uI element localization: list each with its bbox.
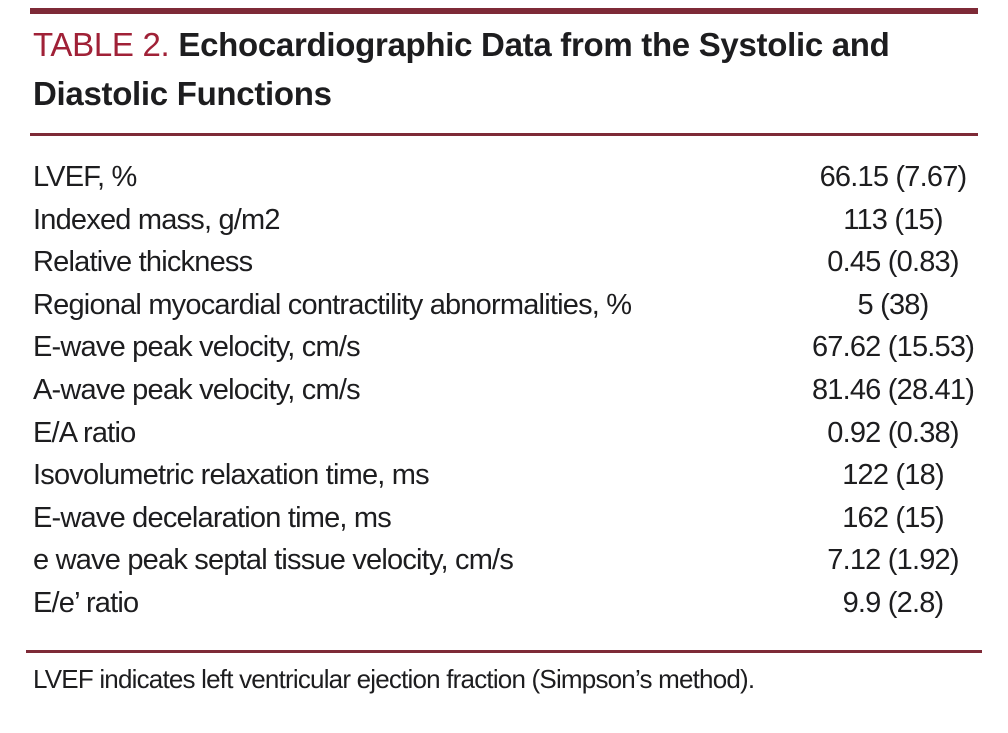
table-row: E-wave decelaration time, ms 162 (15) <box>33 497 975 540</box>
row-value: 122 (18) <box>842 459 944 492</box>
row-label: Relative thickness <box>33 246 253 279</box>
row-value: 7.12 (1.92) <box>827 544 959 577</box>
table-row: A-wave peak velocity, cm/s 81.46 (28.41) <box>33 369 975 412</box>
row-label: e wave peak septal tissue velocity, cm/s <box>33 544 514 577</box>
table-number-label: TABLE 2. <box>33 26 170 63</box>
row-value: 0.92 (0.38) <box>827 416 959 449</box>
row-label: A-wave peak velocity, cm/s <box>33 373 361 406</box>
row-label: Indexed mass, g/m2 <box>33 203 281 236</box>
table-title: TABLE 2. Echocardiographic Data from the … <box>33 20 983 118</box>
row-value: 81.46 (28.41) <box>811 373 975 406</box>
table-row: Isovolumetric relaxation time, ms 122 (18… <box>33 454 975 497</box>
footnote: LVEF indicates left ventricular ejection… <box>33 664 755 694</box>
footer-rule <box>26 650 982 653</box>
row-value: 67.62 (15.53) <box>811 331 975 364</box>
top-rule <box>30 8 978 14</box>
header-rule <box>30 133 978 136</box>
row-value: 66.15 (7.67) <box>819 161 968 193</box>
table-row: E/e’ ratio 9.9 (2.8) <box>33 582 975 625</box>
table-caption: Echocardiographic Data from the Systolic… <box>33 26 890 112</box>
row-value: 0.45 (0.83) <box>827 246 959 279</box>
table-row: E/A ratio 0.92 (0.38) <box>33 412 975 455</box>
row-label: E/e’ ratio <box>33 586 139 619</box>
row-label: Regional myocardial contractility abnorm… <box>33 288 632 321</box>
table-row: Regional myocardial contractility abnorm… <box>33 284 975 327</box>
table-row: Indexed mass, g/m2 113 (15) <box>33 199 975 242</box>
row-label: E-wave decelaration time, ms <box>33 501 392 534</box>
table-row: LVEF, % 66.15 (7.67) <box>33 156 975 199</box>
row-value: 162 (15) <box>842 501 944 534</box>
table-row: E-wave peak velocity, cm/s 67.62 (15.53) <box>33 326 975 369</box>
table-row: Relative thickness 0.45 (0.83) <box>33 241 975 284</box>
row-value: 5 (38) <box>857 288 930 321</box>
table-body: LVEF, % 66.15 (7.67) Indexed mass, g/m2 113… <box>33 156 975 625</box>
row-label: Isovolumetric relaxation time, ms <box>33 459 430 492</box>
row-label: E/A ratio <box>33 416 136 449</box>
row-label: E-wave peak velocity, cm/s <box>33 331 361 364</box>
table-row: e wave peak septal tissue velocity, cm/s… <box>33 539 975 582</box>
row-label: LVEF, % <box>33 161 137 193</box>
row-value: 9.9 (2.8) <box>842 586 945 619</box>
row-value: 113 (15) <box>843 203 943 236</box>
